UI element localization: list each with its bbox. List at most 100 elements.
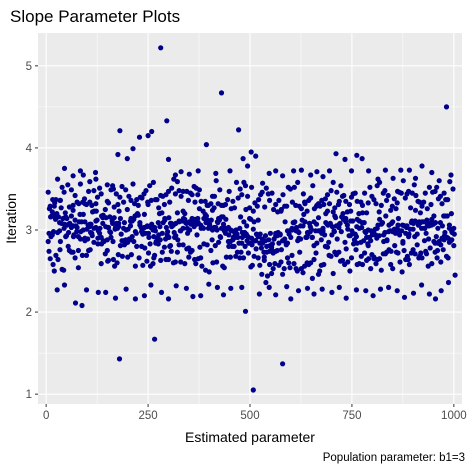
data-point [336, 198, 342, 204]
data-point [82, 219, 88, 225]
data-point [441, 213, 447, 219]
data-point [203, 220, 209, 226]
data-point [289, 252, 295, 258]
data-point [405, 256, 411, 263]
data-point [72, 217, 78, 223]
data-point [334, 236, 340, 242]
data-point [149, 128, 155, 135]
data-point [223, 254, 229, 260]
data-point [211, 193, 218, 199]
data-point [49, 209, 55, 215]
data-point [273, 168, 279, 174]
data-point [330, 209, 336, 215]
data-point [55, 214, 62, 220]
data-point [260, 180, 266, 186]
data-point [165, 256, 172, 263]
data-point [272, 261, 278, 267]
data-point [439, 223, 445, 229]
data-point [319, 230, 325, 236]
data-point [117, 128, 123, 134]
data-point [366, 168, 372, 174]
data-point [330, 270, 336, 277]
data-point [228, 227, 234, 233]
data-point [273, 248, 279, 254]
data-point [304, 208, 310, 214]
data-point [368, 238, 374, 244]
data-point [395, 215, 401, 222]
data-point [93, 201, 99, 207]
data-point [288, 296, 294, 302]
data-point [230, 198, 236, 204]
data-point [406, 231, 412, 237]
data-point [439, 201, 445, 207]
data-point [116, 224, 122, 230]
data-point [192, 199, 198, 205]
data-point [371, 256, 377, 262]
data-point [400, 178, 406, 184]
data-point [241, 219, 247, 225]
data-point [452, 272, 458, 278]
data-point [259, 236, 265, 242]
data-point [212, 243, 218, 249]
data-point [386, 284, 392, 290]
data-point [115, 151, 121, 158]
y-tick-label: 3 [26, 225, 32, 237]
data-point [336, 284, 342, 290]
data-point [102, 206, 108, 213]
data-point [233, 179, 240, 185]
data-point [86, 224, 92, 230]
data-point [189, 192, 195, 198]
data-point [104, 182, 110, 188]
data-point [319, 286, 325, 292]
data-point [155, 220, 161, 226]
data-point [79, 252, 85, 258]
data-point [124, 206, 130, 213]
data-point [70, 207, 76, 213]
data-point [390, 219, 396, 225]
data-point [195, 192, 201, 198]
data-point [83, 252, 90, 258]
data-point [410, 226, 416, 232]
data-point [359, 261, 366, 268]
data-point [197, 244, 203, 250]
data-point [70, 202, 76, 208]
data-point [298, 167, 304, 173]
data-point [245, 250, 251, 256]
data-point [77, 236, 83, 242]
data-point [150, 179, 156, 185]
data-point [123, 187, 129, 193]
data-point [378, 202, 384, 208]
data-point [417, 199, 423, 205]
data-point [55, 176, 61, 182]
data-point [97, 225, 103, 231]
data-point [186, 171, 192, 177]
data-point [61, 221, 68, 227]
data-point [51, 268, 57, 274]
data-point [371, 197, 377, 203]
data-point [180, 188, 186, 194]
data-point [46, 248, 52, 254]
data-point [257, 262, 263, 268]
data-point [422, 190, 428, 196]
data-point [45, 238, 51, 245]
data-point [388, 207, 394, 213]
data-point [432, 188, 438, 194]
data-point [93, 224, 99, 231]
data-point [417, 253, 423, 259]
data-point [362, 250, 368, 256]
data-point [307, 224, 313, 230]
data-point [251, 219, 257, 225]
data-point [326, 168, 333, 174]
data-point [119, 183, 125, 190]
data-point [429, 261, 435, 267]
data-point [112, 295, 119, 301]
data-point [89, 202, 95, 208]
data-point [158, 45, 164, 51]
data-point [342, 239, 348, 245]
data-point [266, 237, 272, 243]
data-point [152, 336, 158, 342]
data-point [61, 165, 68, 171]
data-point [269, 190, 275, 196]
data-point [52, 200, 58, 206]
data-point [300, 270, 306, 276]
